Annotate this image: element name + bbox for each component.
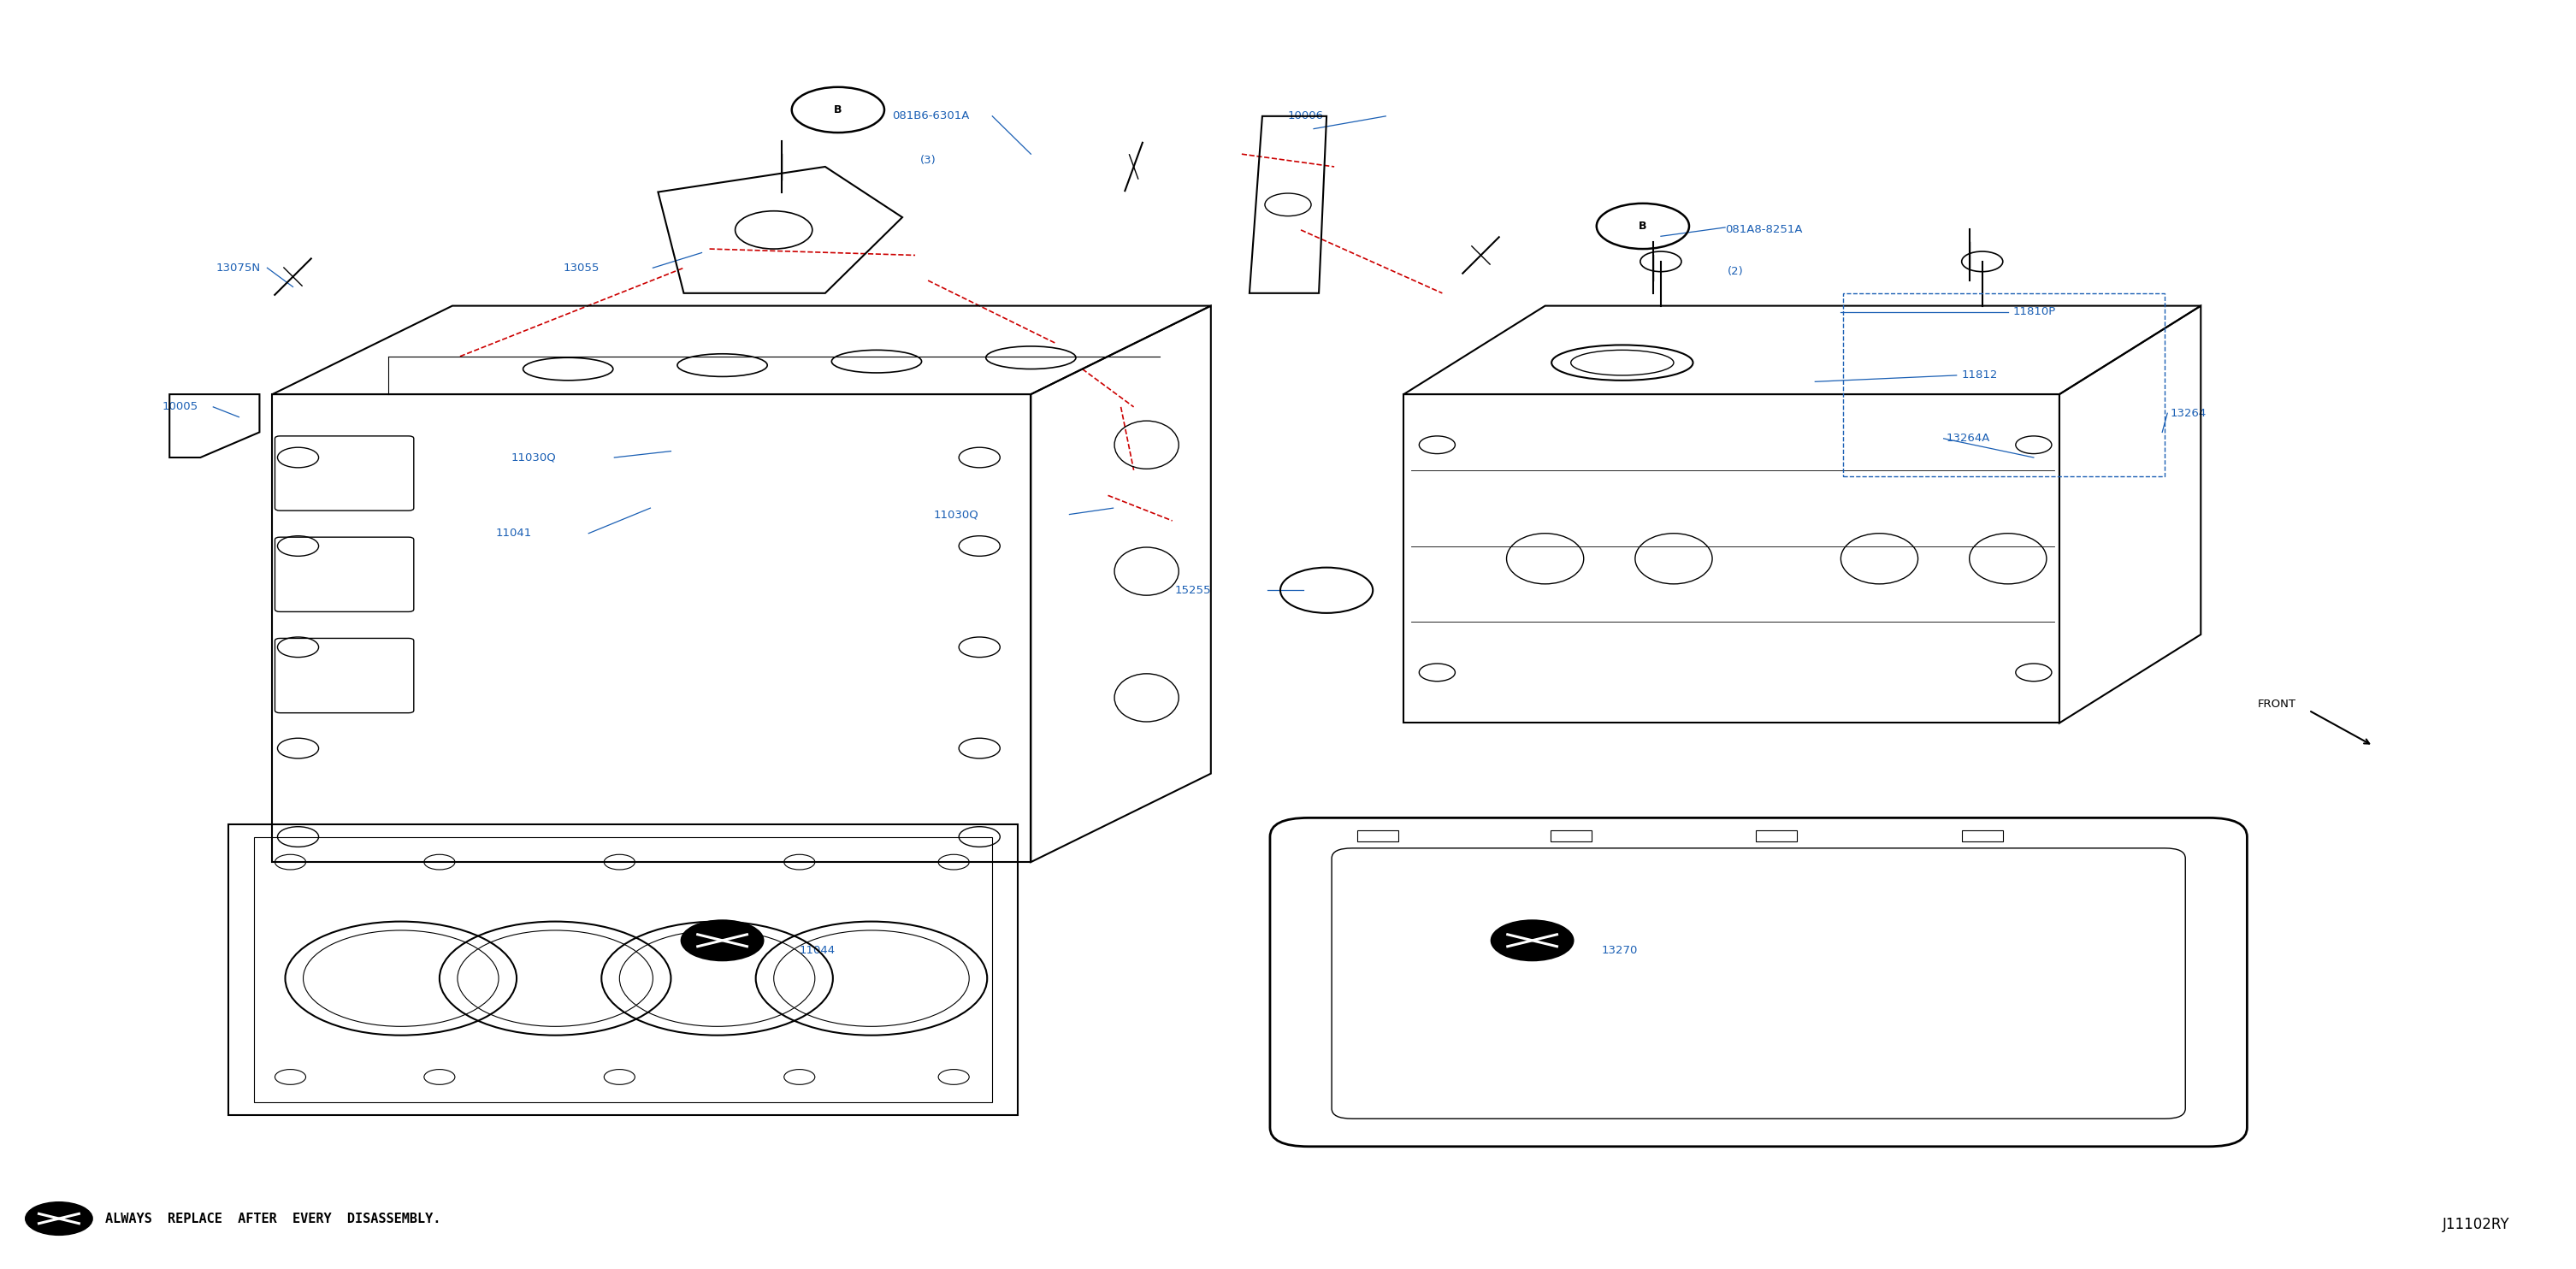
Circle shape xyxy=(1492,920,1574,961)
Text: 13264A: 13264A xyxy=(1947,433,1991,444)
Text: J11102RY: J11102RY xyxy=(2442,1217,2509,1232)
Text: 081B6-6301A: 081B6-6301A xyxy=(891,110,969,122)
Circle shape xyxy=(680,920,762,961)
Text: 11041: 11041 xyxy=(497,528,533,539)
Text: (2): (2) xyxy=(1728,266,1744,277)
Text: (3): (3) xyxy=(920,155,935,166)
Text: 13075N: 13075N xyxy=(216,263,260,273)
Text: 11044: 11044 xyxy=(799,945,835,956)
Circle shape xyxy=(26,1202,93,1235)
Text: 10006: 10006 xyxy=(1288,110,1324,122)
Text: 13270: 13270 xyxy=(1602,945,1638,956)
Text: 13055: 13055 xyxy=(564,263,600,273)
Text: 11030Q: 11030Q xyxy=(933,509,979,520)
Text: 11810P: 11810P xyxy=(2012,307,2056,317)
Text: ALWAYS  REPLACE  AFTER  EVERY  DISASSEMBLY.: ALWAYS REPLACE AFTER EVERY DISASSEMBLY. xyxy=(106,1212,440,1225)
Text: 11812: 11812 xyxy=(1963,369,1999,381)
Text: B: B xyxy=(835,104,842,115)
Text: 13264: 13264 xyxy=(2169,407,2205,419)
Text: 081A8-8251A: 081A8-8251A xyxy=(1726,225,1803,236)
Text: B: B xyxy=(1638,221,1646,232)
Text: 10005: 10005 xyxy=(162,401,198,412)
Text: 11030Q: 11030Q xyxy=(513,452,556,463)
Text: FRONT: FRONT xyxy=(2257,698,2295,709)
Text: 15255: 15255 xyxy=(1175,585,1211,596)
